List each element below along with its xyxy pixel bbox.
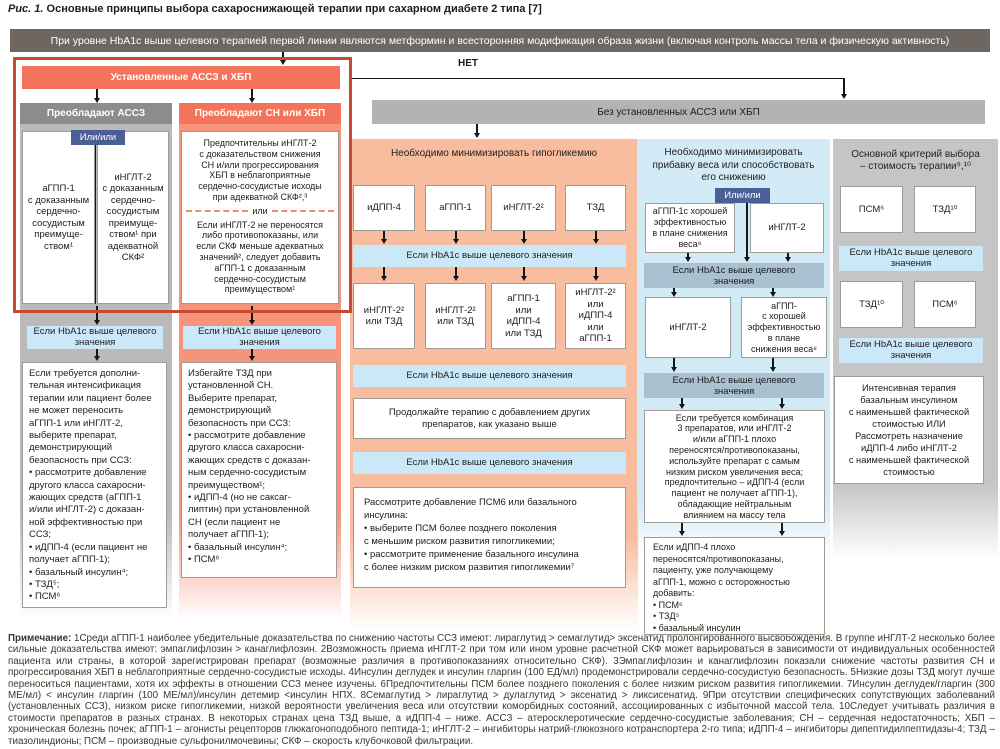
arrow-down-icon bbox=[769, 288, 777, 297]
arrow-down-icon bbox=[592, 267, 600, 281]
hba1c-above-target-bar: Если HbA1c выше целевого значения bbox=[353, 452, 626, 474]
arrow-down-icon bbox=[452, 231, 460, 244]
hf-ckd-intensification-box: Избегайте ТЗД при установленной СН. Выбе… bbox=[181, 362, 337, 578]
weight-column-header: Необходимо минимизировать прибавку веса … bbox=[652, 147, 815, 184]
arrow-down-icon bbox=[248, 89, 256, 103]
figure-title: Рис. 1. Основные принципы выбора сахарос… bbox=[8, 3, 542, 15]
sglt2-cv-benefit-box: иНГЛТ-2 с доказанным сердечно- сосудисты… bbox=[97, 131, 169, 304]
tzd-box: ТЗД¹⁰ bbox=[840, 281, 903, 328]
sglt2-box: иНГЛТ-2 bbox=[645, 297, 731, 358]
arrow-down-icon bbox=[248, 349, 256, 361]
hf-ckd-predominates-header: Преобладают СН или ХБП bbox=[179, 103, 341, 124]
arrow-down-icon bbox=[93, 306, 101, 325]
first-line-therapy-bar: При уровне HbA1c выше целевого терапией … bbox=[10, 29, 990, 52]
hypoglycemia-column-header: Необходимо минимизировать гипогликемию bbox=[390, 147, 598, 159]
arrow-down-icon bbox=[678, 523, 686, 536]
continue-therapy-box: Продолжайте терапию с добавлением других… bbox=[353, 398, 626, 439]
consider-su-insulin-box: Рассмотрите добавление ПСМ6 или базально… bbox=[353, 487, 626, 588]
glp1-cv-benefit-box: аГПП-1 с доказанным сердечно- сосудистым… bbox=[22, 131, 95, 304]
drug-combo-box: иНГЛТ-2² или ТЗД bbox=[425, 283, 486, 349]
arrow-down-icon bbox=[93, 89, 101, 103]
dpp4-fallback-box: Если иДПП-4 плохо переносятся/противопок… bbox=[644, 537, 825, 635]
arrow-down-icon bbox=[380, 231, 388, 244]
arrow-down-icon bbox=[778, 523, 786, 536]
ascvd-intensification-box: Если требуется дополни- тельная интенсиф… bbox=[22, 362, 167, 608]
arrow-down-icon bbox=[769, 358, 777, 372]
hba1c-above-target-bar: Если HbA1c выше целевого значения bbox=[353, 245, 626, 267]
glp1-weight-box: аГПП- с хорошей эффективностью в плане с… bbox=[741, 297, 827, 358]
glp1-alternative-text: Если иНГЛТ-2 не переносятся либо противо… bbox=[196, 219, 324, 295]
hba1c-above-target-bar: Если HbA1c выше целевого значения bbox=[644, 373, 824, 398]
arrow-down-icon bbox=[520, 267, 528, 281]
arrow-down-icon bbox=[784, 253, 792, 262]
arrow-down-icon bbox=[678, 398, 686, 409]
footnote-text: 1Среди аГПП-1 наиболее убедительные дока… bbox=[8, 633, 995, 747]
hba1c-above-target-bar: Если HbA1c выше целевого значения bbox=[644, 263, 824, 288]
or-divider: или bbox=[186, 206, 334, 217]
su-box: ПСМ⁶ bbox=[840, 186, 903, 233]
arrow-down-icon bbox=[452, 267, 460, 281]
arrow-down-icon bbox=[279, 52, 287, 65]
hba1c-above-target-bar: Если HbA1c выше целевого значения bbox=[183, 326, 336, 349]
hba1c-above-target-bar: Если HbA1c выше целевого значения bbox=[839, 338, 983, 363]
no-ascvd-ckd-header: Без установленных АССЗ или ХБП bbox=[372, 100, 985, 124]
hba1c-above-target-bar: Если HbA1c выше целевого значения bbox=[839, 246, 983, 271]
drug-option-box: иДПП-4 bbox=[353, 185, 415, 231]
drug-option-box: иНГЛТ-2² bbox=[491, 185, 556, 231]
hba1c-above-target-bar: Если HbA1c выше целевого значения bbox=[353, 365, 626, 387]
drug-combo-box: аГПП-1 или иДПП-4 или ТЗД bbox=[491, 283, 556, 349]
established-ascvd-ckd-header: Установленные АССЗ и ХБП bbox=[22, 66, 340, 89]
tzd-box: ТЗД¹⁰ bbox=[914, 186, 976, 233]
no-branch-label: НЕТ bbox=[458, 57, 478, 69]
arrow-down-icon bbox=[778, 398, 786, 409]
sglt2-preferred-box: Предпочтительны иНГЛТ-2 с доказательство… bbox=[181, 131, 339, 304]
arrow-down-icon bbox=[840, 78, 848, 99]
arrow-down-icon bbox=[592, 231, 600, 244]
arrow-down-icon bbox=[380, 267, 388, 281]
figure-title-text: Основные принципы выбора сахароснижающей… bbox=[46, 3, 542, 15]
arrow-down-icon bbox=[670, 358, 678, 372]
arrow-down-icon bbox=[743, 203, 751, 262]
arrow-down-icon bbox=[520, 231, 528, 244]
sglt2-preferred-text: Предпочтительны иНГЛТ-2 с доказательство… bbox=[198, 138, 322, 202]
drug-option-box: ТЗД bbox=[565, 185, 626, 231]
figure-number: Рис. 1. bbox=[8, 3, 44, 15]
arrow-down-icon bbox=[473, 124, 481, 138]
divider-line bbox=[95, 145, 97, 304]
either-or-badge: Или/или bbox=[715, 188, 770, 203]
arrow-down-icon bbox=[684, 253, 692, 262]
drug-combo-box: иНГЛТ-2² или ТЗД bbox=[353, 283, 415, 349]
no-branch-line bbox=[352, 78, 844, 80]
su-box: ПСМ⁶ bbox=[914, 281, 976, 328]
lowest-cost-insulin-box: Интенсивная терапия базальным инсулином … bbox=[834, 376, 984, 484]
arrow-down-icon bbox=[93, 349, 101, 361]
footnote: Примечание: 1Среди аГПП-1 наиболее убеди… bbox=[8, 633, 995, 747]
cost-column-header: Основной критерий выбора – стоимость тер… bbox=[851, 148, 980, 173]
drug-option-box: аГПП-1 bbox=[425, 185, 486, 231]
sglt2-box: иНГЛТ-2 bbox=[750, 203, 824, 253]
arrow-down-icon bbox=[248, 306, 256, 325]
triple-combo-box: Если требуется комбинация 3 препаратов, … bbox=[644, 410, 825, 523]
footnote-label: Примечание: bbox=[8, 633, 72, 644]
ascvd-predominates-header: Преобладают АССЗ bbox=[20, 103, 172, 124]
either-or-badge: Или/или bbox=[71, 130, 125, 145]
arrow-down-icon bbox=[670, 288, 678, 297]
glp1-weight-box: аГПП-1с хорошей эффективностью в плане с… bbox=[645, 203, 735, 253]
drug-combo-box: иНГЛТ-2² или иДПП-4 или аГПП-1 bbox=[565, 283, 626, 349]
hba1c-above-target-bar: Если HbA1c выше целевого значения bbox=[27, 326, 163, 349]
